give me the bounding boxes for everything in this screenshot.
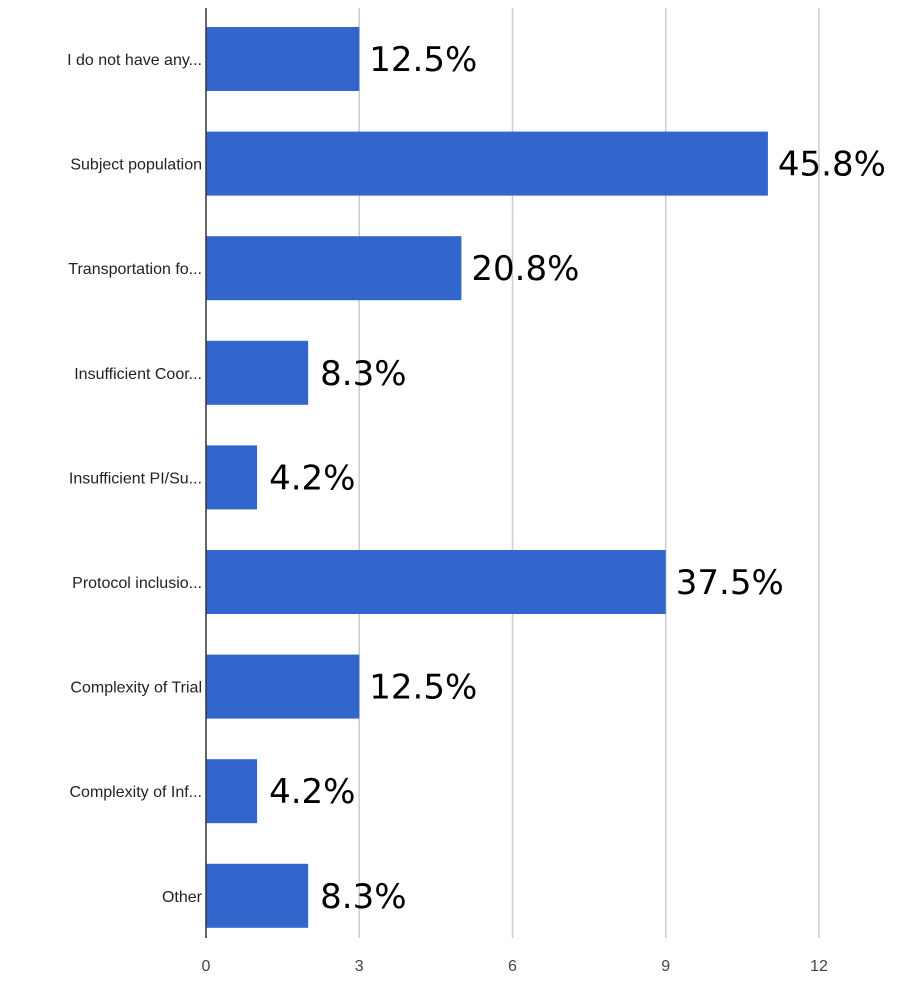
bar	[206, 863, 309, 928]
bars	[206, 27, 768, 928]
data-label: 8.3%	[320, 354, 406, 394]
category-label: Complexity of Trial	[70, 680, 202, 697]
x-tick-label: 6	[508, 958, 517, 975]
data-label: 4.2%	[269, 772, 355, 812]
bar	[206, 445, 258, 510]
x-tick-label: 9	[661, 958, 670, 975]
bar	[206, 340, 309, 405]
data-label: 45.8%	[778, 145, 886, 185]
data-label: 12.5%	[369, 40, 477, 80]
bar	[206, 654, 360, 719]
data-label: 37.5%	[676, 563, 784, 603]
x-tick-label: 12	[810, 958, 828, 975]
category-label: Insufficient PI/Su...	[69, 470, 202, 487]
category-label: Subject population	[70, 157, 202, 174]
bar	[206, 236, 462, 301]
category-label: Transportation fo...	[68, 261, 202, 278]
category-label: Complexity of Inf...	[70, 784, 203, 801]
category-label: Other	[162, 889, 203, 906]
data-label: 12.5%	[369, 668, 477, 708]
category-label: Insufficient Coor...	[74, 366, 202, 383]
bar	[206, 131, 768, 196]
bar	[206, 27, 360, 91]
bar	[206, 550, 666, 614]
bar	[206, 759, 258, 824]
category-label: Protocol inclusio...	[72, 575, 202, 592]
data-label: 8.3%	[320, 877, 406, 917]
data-label: 20.8%	[471, 249, 579, 289]
labels: 0 3 6 9 12 I do not have any... 12.5% Subject p…	[67, 40, 886, 975]
x-tick-label: 0	[202, 958, 211, 975]
category-label: I do not have any...	[67, 52, 202, 69]
x-tick-label: 3	[355, 958, 364, 975]
data-label: 4.2%	[269, 458, 355, 498]
